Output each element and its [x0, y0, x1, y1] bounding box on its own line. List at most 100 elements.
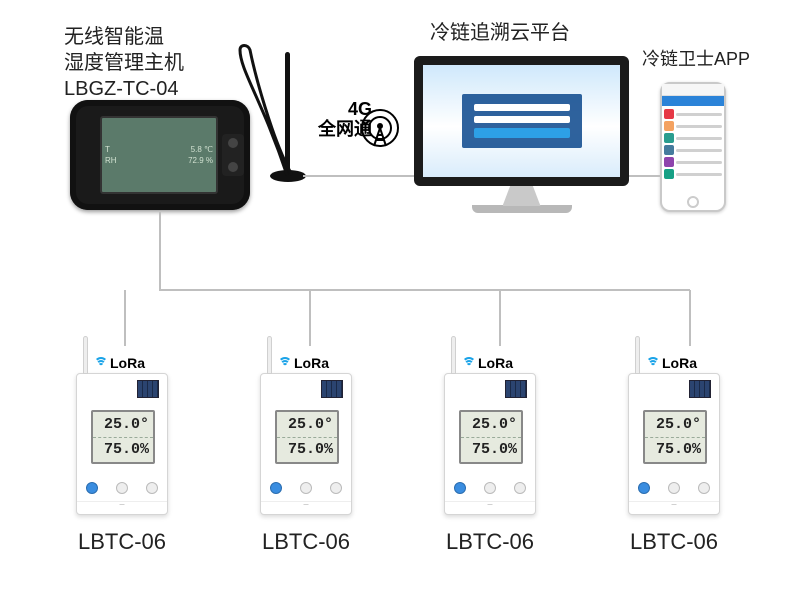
- sensor-humidity: 75.0%: [93, 438, 153, 463]
- sensor-temp: 25.0°: [461, 412, 521, 438]
- sensor-footer: —: [261, 501, 351, 511]
- lora-badge: LoRa: [94, 355, 145, 371]
- app-phone: [660, 82, 726, 212]
- sensor-buttons: [445, 482, 535, 494]
- sensor-temp: 25.0°: [645, 412, 705, 438]
- app-list-item: [664, 157, 722, 167]
- app-tile-label: [676, 173, 722, 176]
- sensor-model-label: LBTC-06: [446, 529, 534, 555]
- lora-signal-icon: [94, 356, 108, 370]
- sensor-buttons: [77, 482, 167, 494]
- sensor-row: LoRa25.0°75.0%—LBTC-06LoRa25.0°75.0%—LBT…: [0, 355, 796, 555]
- app-list-item: [664, 133, 722, 143]
- sensor-temp: 25.0°: [93, 412, 153, 438]
- app-list-item: [664, 145, 722, 155]
- sensor-footer: —: [445, 501, 535, 511]
- sensor-model-label: LBTC-06: [262, 529, 350, 555]
- solar-panel-icon: [321, 380, 343, 398]
- home-button-icon: [687, 196, 699, 208]
- sensor-unit: LoRa 25.0°75.0% — LBTC-06: [444, 355, 536, 555]
- gateway-screen: T5.8 ℃ RH72.9 %: [100, 116, 218, 194]
- radio-tower-icon: [360, 108, 400, 148]
- sensor-button: [638, 482, 650, 494]
- sensor-button: [668, 482, 680, 494]
- sensor-lcd: 25.0°75.0%: [91, 410, 155, 464]
- lora-label: LoRa: [110, 355, 145, 371]
- sensor-device: 25.0°75.0% —: [628, 373, 720, 515]
- sensor-button: [484, 482, 496, 494]
- lora-label: LoRa: [662, 355, 697, 371]
- sensor-footer: —: [629, 501, 719, 511]
- app-tile-icon: [664, 121, 674, 131]
- gateway-title: 无线智能温 湿度管理主机 LBGZ-TC-04: [64, 24, 184, 102]
- sensor-lcd: 25.0°75.0%: [459, 410, 523, 464]
- sensor-humidity: 75.0%: [277, 438, 337, 463]
- lora-badge: LoRa: [462, 355, 513, 371]
- antenna-stick: [285, 52, 290, 172]
- sensor-button: [698, 482, 710, 494]
- lora-badge: LoRa: [278, 355, 329, 371]
- sensor-button: [330, 482, 342, 494]
- sensor-button: [454, 482, 466, 494]
- sensor-button: [270, 482, 282, 494]
- app-tile-label: [676, 137, 722, 140]
- monitor-screen: [414, 56, 629, 186]
- cloud-title: 冷链追溯云平台: [430, 20, 570, 46]
- solar-panel-icon: [689, 380, 711, 398]
- login-panel: [462, 94, 582, 148]
- gw-temp: 5.8 ℃: [191, 145, 213, 154]
- sensor-button: [300, 482, 312, 494]
- app-menu: [662, 106, 724, 182]
- app-list-item: [664, 121, 722, 131]
- sensor-button: [86, 482, 98, 494]
- sensor-unit: LoRa 25.0°75.0% — LBTC-06: [628, 355, 720, 555]
- sensor-unit: LoRa 25.0°75.0% — LBTC-06: [260, 355, 352, 555]
- sensor-device: 25.0°75.0% —: [76, 373, 168, 515]
- antenna-base: [270, 170, 306, 182]
- sensor-temp: 25.0°: [277, 412, 337, 438]
- sensor-lcd: 25.0°75.0%: [643, 410, 707, 464]
- sensor-model-label: LBTC-06: [630, 529, 718, 555]
- sensor-buttons: [629, 482, 719, 494]
- app-list-item: [664, 169, 722, 179]
- sensor-antenna: [83, 336, 88, 374]
- app-tile-label: [676, 149, 722, 152]
- sensor-humidity: 75.0%: [461, 438, 521, 463]
- app-title: 冷链卫士APP: [642, 48, 750, 71]
- sensor-humidity: 75.0%: [645, 438, 705, 463]
- solar-panel-icon: [137, 380, 159, 398]
- app-list-item: [664, 109, 722, 119]
- lora-badge: LoRa: [646, 355, 697, 371]
- sensor-antenna: [267, 336, 272, 374]
- app-tile-label: [676, 113, 722, 116]
- sensor-unit: LoRa 25.0°75.0% — LBTC-06: [76, 355, 168, 555]
- gateway-model: LBGZ-TC-04: [64, 78, 178, 100]
- app-tile-icon: [664, 133, 674, 143]
- app-tile-icon: [664, 145, 674, 155]
- sensor-model-label: LBTC-06: [78, 529, 166, 555]
- sensor-buttons: [261, 482, 351, 494]
- app-tile-label: [676, 161, 722, 164]
- gateway-device: T5.8 ℃ RH72.9 %: [70, 100, 250, 210]
- sensor-antenna: [635, 336, 640, 374]
- gateway-title-l2: 湿度管理主机: [64, 52, 184, 74]
- sensor-button: [146, 482, 158, 494]
- app-tile-icon: [664, 109, 674, 119]
- sensor-antenna: [451, 336, 456, 374]
- sensor-device: 25.0°75.0% —: [444, 373, 536, 515]
- lora-label: LoRa: [294, 355, 329, 371]
- lora-signal-icon: [462, 356, 476, 370]
- app-tile-icon: [664, 169, 674, 179]
- app-tile-label: [676, 125, 722, 128]
- sensor-footer: —: [77, 501, 167, 511]
- gateway-dpad: [222, 134, 244, 176]
- solar-panel-icon: [505, 380, 527, 398]
- sensor-device: 25.0°75.0% —: [260, 373, 352, 515]
- gateway-title-l1: 无线智能温: [64, 26, 164, 48]
- sensor-lcd: 25.0°75.0%: [275, 410, 339, 464]
- app-tile-icon: [664, 157, 674, 167]
- lora-signal-icon: [278, 356, 292, 370]
- sensor-button: [514, 482, 526, 494]
- cloud-monitor: [414, 56, 629, 226]
- lora-signal-icon: [646, 356, 660, 370]
